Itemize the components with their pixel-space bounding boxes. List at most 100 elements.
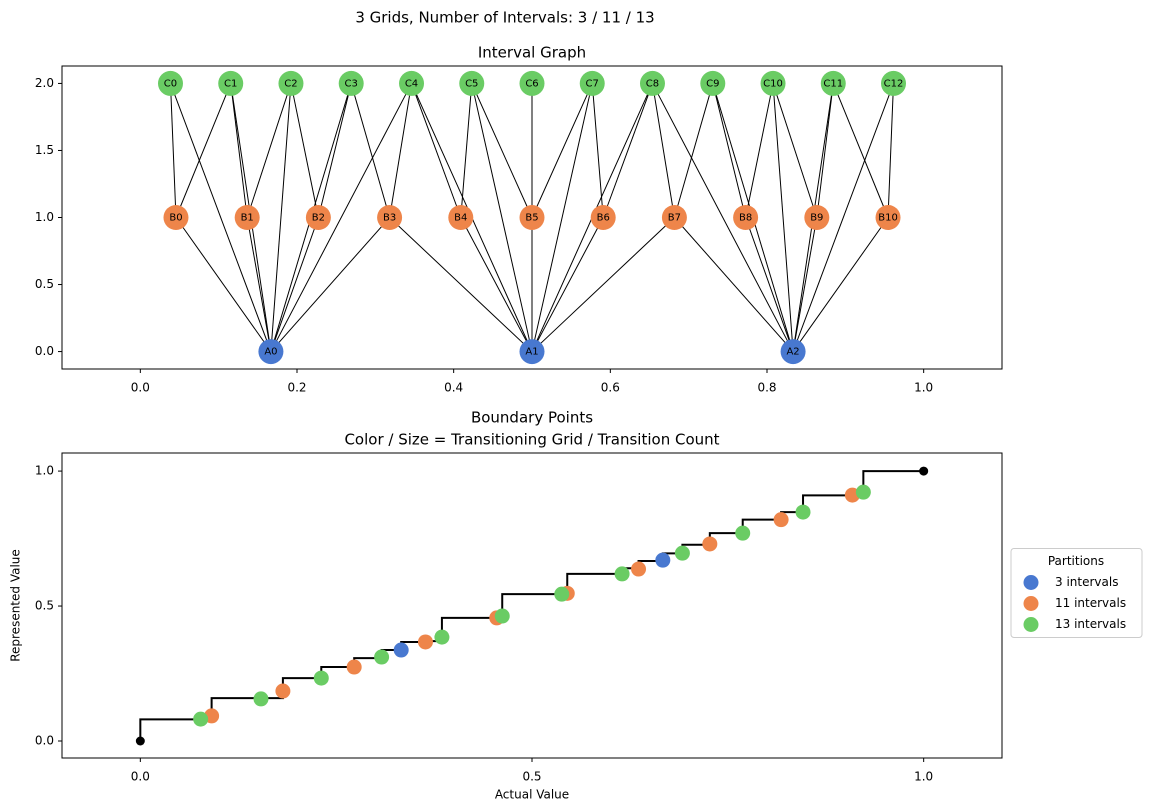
node [881,70,907,96]
y-tick-label: 2.0 [35,76,54,90]
point [631,561,647,577]
node [278,70,304,96]
x-tick-label: 0.5 [522,770,541,784]
node [661,205,687,230]
edge [471,83,533,218]
node [760,70,786,96]
y-axis-label: Represented Value [9,549,23,662]
node-label: C5 [465,78,478,89]
edge [230,83,248,218]
edge [460,83,473,218]
point [702,536,718,552]
axes-frame [61,452,1003,759]
point [674,545,690,561]
node [639,70,665,96]
node [157,70,183,96]
point [346,659,362,675]
x-tick-label: 1.0 [914,381,933,395]
node [780,339,806,365]
edge [531,217,675,352]
node-label: C1 [224,78,237,89]
legend-label: 11 intervals [1055,596,1126,610]
edge [531,217,604,352]
edge [602,83,653,218]
node-label: C7 [586,78,599,89]
edge [169,83,177,218]
figure-title: 3 Grids, Number of Intervals: 3 / 11 / 1… [355,9,654,27]
node [590,205,616,230]
y-tick-label: 0.0 [35,344,54,358]
point [855,484,871,500]
node [218,70,244,96]
y-tick-label: 1.0 [35,464,54,478]
edge [816,83,834,218]
legend-marker [1023,596,1039,611]
x-tick-label: 0.6 [601,381,620,395]
x-tick-label: 0.0 [131,381,150,395]
edge [170,83,272,352]
edge [175,83,232,218]
x-tick-label: 0.0 [131,770,150,784]
node [448,205,474,230]
end-point [135,736,145,746]
edge [651,83,675,218]
edge [745,83,774,218]
legend-box [1010,548,1143,638]
edge [460,217,533,352]
y-tick-label: 0.0 [35,733,54,747]
edge [792,217,889,352]
chart-title: Boundary Points [471,409,593,427]
node-label: B6 [597,213,610,224]
point [393,642,409,658]
x-tick-label: 0.8 [757,381,776,395]
node [399,70,425,96]
node [519,70,545,96]
node-label: B5 [525,213,538,224]
edge [887,83,895,218]
node [804,205,830,230]
node-label: C10 [763,78,783,89]
node [519,339,545,365]
edge [317,83,352,218]
edge [591,83,604,218]
edge [290,83,319,218]
legend-label: 3 intervals [1055,575,1118,589]
point [773,512,789,528]
edge [674,217,794,352]
node-label: B10 [878,213,898,224]
node-label: C12 [884,78,904,89]
edge [712,83,747,218]
x-tick-label: 0.4 [444,381,463,395]
edge [772,83,794,352]
point [374,649,390,665]
node [338,70,364,96]
node [820,70,846,96]
edge [531,83,593,352]
node-label: B3 [383,213,396,224]
edge [832,83,889,218]
point [494,608,510,624]
x-tick-label: 1.0 [914,770,933,784]
edge [389,83,413,218]
y-tick-label: 0.5 [35,277,54,291]
x-tick-label: 0.2 [287,381,306,395]
node-label: C9 [706,78,719,89]
plot-area [62,453,1002,758]
point [434,629,450,645]
node-label: A0 [264,347,277,358]
node [377,205,403,230]
edge [411,83,462,218]
y-tick-label: 1.0 [35,210,54,224]
chart-title: Interval Graph [478,44,586,62]
axes-frame [61,65,1003,370]
edge [745,217,794,352]
node [519,205,545,230]
node-label: C0 [164,78,177,89]
node [733,205,759,230]
edge [531,83,593,218]
point [735,525,751,541]
node-label: B9 [810,213,823,224]
legend-marker [1023,575,1039,590]
